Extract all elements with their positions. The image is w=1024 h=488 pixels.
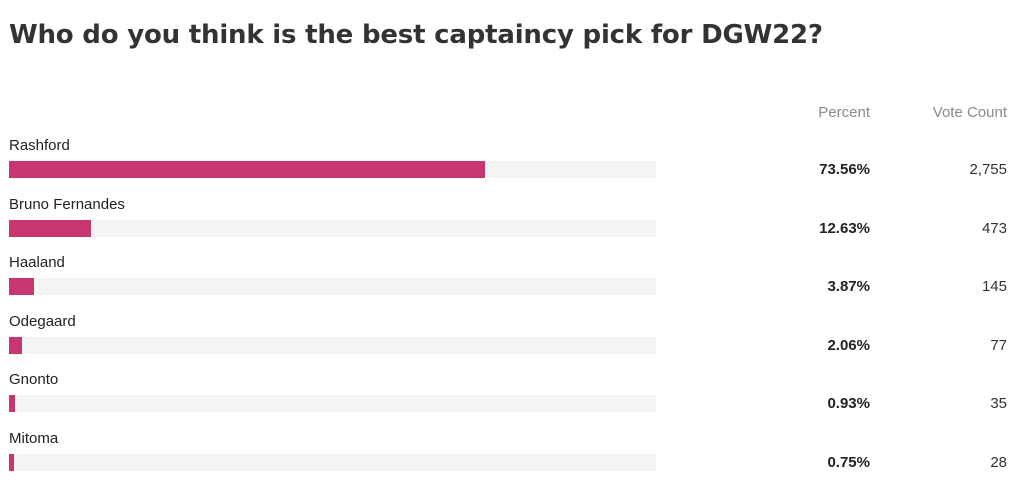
vote-count-label: 145 [981, 278, 1007, 295]
bar [9, 161, 485, 178]
bar-track [9, 278, 656, 295]
poll-row: Rashford 73.56% 2,755 [0, 137, 1024, 195]
poll-title: Who do you think is the best captaincy p… [9, 20, 823, 50]
option-label: Odegaard [9, 313, 76, 330]
percent-label: 12.63% [819, 220, 870, 237]
poll-row: Gnonto 0.93% 35 [0, 371, 1024, 429]
vote-count-column-header: Vote Count [932, 104, 1007, 121]
poll-row: Odegaard 2.06% 77 [0, 313, 1024, 371]
vote-count-label: 2,755 [969, 161, 1007, 178]
bar [9, 278, 35, 295]
percent-label: 2.06% [827, 337, 870, 354]
vote-count-label: 35 [990, 395, 1007, 412]
option-label: Mitoma [9, 430, 59, 447]
option-label: Rashford [9, 137, 70, 154]
percent-label: 73.56% [819, 161, 870, 178]
option-label: Bruno Fernandes [9, 196, 125, 213]
percent-label: 3.87% [827, 278, 870, 295]
bar-track [9, 395, 656, 412]
bar [9, 220, 91, 237]
poll-row: Haaland 3.87% 145 [0, 254, 1024, 312]
vote-count-label: 77 [990, 337, 1007, 354]
bar [9, 454, 14, 471]
percent-label: 0.93% [827, 395, 870, 412]
option-label: Haaland [9, 254, 65, 271]
poll-row: Bruno Fernandes 12.63% 473 [0, 196, 1024, 254]
bar [9, 395, 16, 412]
bar [9, 337, 23, 354]
percent-column-header: Percent [818, 104, 870, 121]
bar-track [9, 454, 656, 471]
bar-track [9, 220, 656, 237]
percent-label: 0.75% [827, 454, 870, 471]
vote-count-label: 28 [990, 454, 1007, 471]
bar-track [9, 337, 656, 354]
poll-row: Mitoma 0.75% 28 [0, 430, 1024, 488]
bar-track [9, 161, 656, 178]
option-label: Gnonto [9, 371, 59, 388]
vote-count-label: 473 [981, 220, 1007, 237]
